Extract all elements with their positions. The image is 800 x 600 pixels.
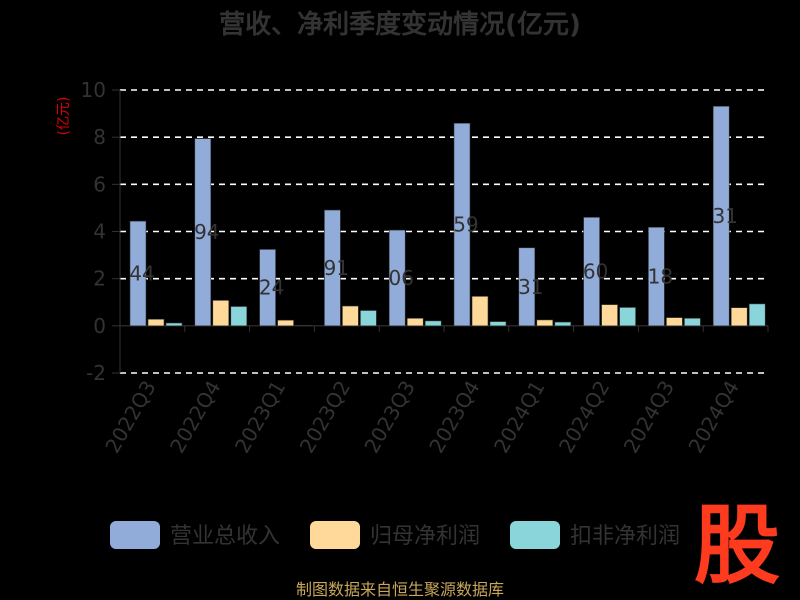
bar-营业总收入 (583, 217, 600, 327)
bar-营业总收入 (648, 226, 665, 327)
bar-扣非净利润 (360, 310, 377, 327)
bar-归母净利润 (471, 296, 489, 327)
bar-value-label: 91 (324, 256, 349, 280)
bar-营业总收入 (129, 220, 147, 327)
bar-扣非净利润 (489, 321, 507, 327)
x-tick-label: 2024Q4 (683, 376, 743, 457)
bar-value-label: 94 (194, 220, 219, 244)
legend-swatch (110, 521, 160, 549)
x-tick-label: 2023Q3 (359, 376, 419, 457)
bar-归母净利润 (601, 304, 618, 327)
footer-source: 制图数据来自恒生聚源数据库 (296, 580, 504, 599)
y-tick-label: 6 (93, 172, 106, 196)
bar-value-label: 60 (583, 260, 608, 284)
legend-label: 营业总收入 (170, 524, 280, 549)
bar-value-label: 31 (712, 204, 737, 228)
bar-扣非净利润 (554, 321, 572, 327)
bar-归母净利润 (536, 319, 554, 327)
y-tick-label: -2 (86, 361, 106, 385)
bar-营业总收入 (388, 229, 406, 327)
bar-value-label: 06 (388, 266, 413, 290)
bar-value-label: 31 (518, 275, 543, 299)
x-tick-label: 2023Q2 (295, 376, 355, 457)
chart-title: 营收、净利季度变动情况(亿元) (219, 9, 581, 40)
y-tick-label: 2 (93, 267, 106, 291)
y-tick-label: 8 (93, 125, 106, 149)
y-axis-label: (亿元) (56, 97, 72, 136)
legend-swatch (510, 521, 560, 549)
bar-归母净利润 (212, 300, 230, 327)
logo-stamp: 股 (694, 496, 780, 596)
legend-swatch (310, 521, 360, 549)
y-tick-label: 10 (81, 78, 106, 102)
bar-归母净利润 (342, 305, 359, 327)
bar-value-label: 18 (648, 265, 673, 289)
x-tick-label: 2022Q3 (100, 376, 160, 457)
bar-value-label: 24 (259, 276, 284, 300)
y-tick-label: 0 (93, 314, 106, 338)
x-tick-label: 2023Q4 (424, 376, 484, 457)
bar-value-label: 59 (453, 213, 478, 237)
bar-归母净利润 (277, 319, 294, 327)
bar-归母净利润 (147, 318, 165, 327)
x-tick-label: 2022Q4 (165, 376, 225, 457)
bar-归母净利润 (406, 317, 424, 327)
bar-value-label: 44 (129, 261, 154, 285)
bar-扣非净利润 (424, 320, 442, 327)
legend-label: 扣非净利润 (570, 524, 680, 549)
bars (129, 105, 766, 327)
bar-扣非净利润 (619, 307, 636, 327)
legend-label: 归母净利润 (370, 524, 480, 549)
bar-营业总收入 (194, 138, 212, 327)
bar-扣非净利润 (684, 317, 701, 327)
x-tick-label: 2023Q1 (230, 376, 290, 457)
bar-扣非净利润 (295, 325, 312, 327)
bar-归母净利润 (666, 317, 683, 327)
bar-营业总收入 (712, 105, 730, 327)
y-tick-label: 4 (93, 220, 106, 244)
bar-营业总收入 (259, 249, 276, 327)
bar-扣非净利润 (165, 322, 183, 327)
bar-扣非净利润 (230, 306, 248, 327)
bar-扣非净利润 (748, 303, 766, 327)
legend: 营业总收入 归母净利润 扣非净利润 (110, 521, 680, 549)
bar-归母净利润 (730, 307, 748, 327)
x-tick-label: 2024Q2 (554, 376, 614, 457)
bar-营业总收入 (453, 122, 471, 327)
x-tick-label: 2024Q1 (489, 376, 549, 457)
bar-营业总收入 (518, 247, 536, 327)
logo-glyph: 股 (694, 496, 780, 596)
data-labels: 44 94 24 91 06 59 31 60 18 31 (129, 204, 738, 300)
x-tick-label: 2024Q3 (619, 376, 679, 457)
bar-营业总收入 (324, 209, 341, 327)
